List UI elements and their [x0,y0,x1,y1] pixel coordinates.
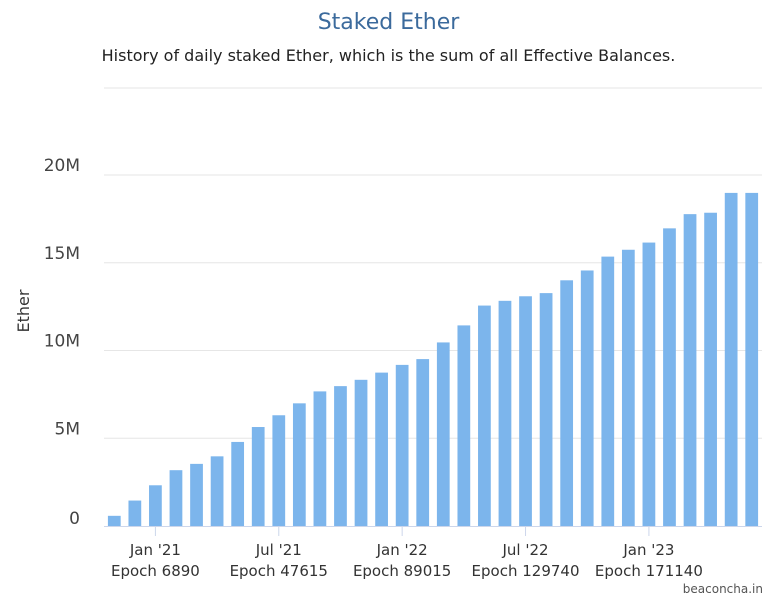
bar[interactable] [580,270,594,526]
y-tick-label: 5M [55,419,80,439]
bar[interactable] [745,192,759,526]
bar[interactable] [292,403,306,526]
bar[interactable] [601,256,615,526]
bar[interactable] [395,364,409,526]
bar[interactable] [642,242,656,526]
bar[interactable] [210,456,224,526]
bar[interactable] [478,305,491,526]
bar[interactable] [334,386,347,526]
chart-subtitle: History of daily staked Ether, which is … [101,46,676,65]
axes: 0 5M 10M 15M 20M Ether Jan '21 Epoch 6890 Jul '2… [14,156,762,580]
y-tick-label: 15M [44,244,80,264]
chart-title: Staked Ether [317,10,460,35]
bar[interactable] [663,228,676,526]
watermark-credit[interactable]: beaconcha.in [682,582,763,596]
x-tick-epoch-label: Epoch 129740 [472,562,580,580]
x-tick-epoch-label: Epoch 89015 [353,562,451,580]
bar[interactable] [498,300,512,526]
x-tick-label: Jan '22 [376,541,428,559]
bar[interactable] [169,470,183,526]
bar[interactable] [457,325,471,526]
bar[interactable] [190,463,203,526]
x-tick-epoch-label: Epoch 47615 [230,562,328,580]
y-tick-label: 0 [69,509,80,529]
bar[interactable] [539,293,553,526]
x-tick-epoch-label: Epoch 6890 [111,562,200,580]
bar[interactable] [149,485,162,526]
bar[interactable] [107,515,121,526]
bar[interactable] [251,427,265,526]
x-tick-label: Jan '23 [622,541,674,559]
x-tick-label: Jul '21 [255,541,302,559]
bar[interactable] [436,342,450,526]
bar[interactable] [272,415,286,526]
y-tick-label: 10M [44,332,80,352]
bar[interactable] [683,214,697,526]
bar[interactable] [621,249,635,526]
bar[interactable] [519,296,532,526]
y-tick-label: 20M [44,156,80,176]
bar[interactable] [560,280,574,526]
y-axis-title: Ether [14,289,33,332]
bar[interactable] [704,212,717,527]
bar[interactable] [375,372,388,526]
bar[interactable] [416,359,430,526]
bar[interactable] [231,441,245,526]
bar[interactable] [313,391,327,526]
bar[interactable] [128,500,142,526]
x-tick-label: Jan '21 [129,541,181,559]
bar[interactable] [354,379,368,526]
bar[interactable] [724,192,738,526]
bar-series[interactable] [107,192,759,527]
x-tick-label: Jul '22 [501,541,548,559]
x-tick-epoch-label: Epoch 171140 [595,562,703,580]
